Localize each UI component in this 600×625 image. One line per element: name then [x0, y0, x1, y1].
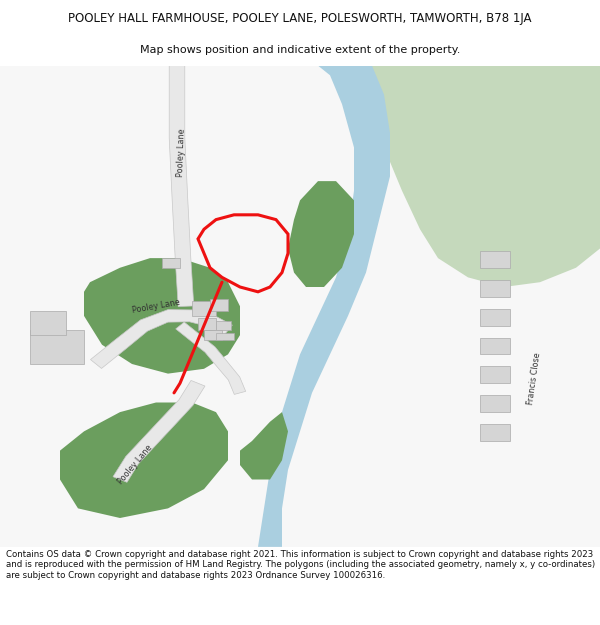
- Bar: [216, 332, 234, 340]
- Bar: [480, 251, 510, 268]
- Text: Pooley Lane: Pooley Lane: [116, 444, 154, 486]
- Polygon shape: [84, 258, 240, 374]
- Text: Pooley Lane: Pooley Lane: [131, 298, 181, 315]
- Polygon shape: [91, 309, 232, 368]
- Text: Map shows position and indicative extent of the property.: Map shows position and indicative extent…: [140, 45, 460, 55]
- Bar: [198, 318, 216, 330]
- Polygon shape: [60, 402, 228, 518]
- Text: POOLEY HALL FARMHOUSE, POOLEY LANE, POLESWORTH, TAMWORTH, B78 1JA: POOLEY HALL FARMHOUSE, POOLEY LANE, POLE…: [68, 12, 532, 25]
- Polygon shape: [348, 66, 600, 287]
- Bar: [216, 321, 231, 330]
- Bar: [192, 301, 216, 316]
- Bar: [480, 309, 510, 326]
- Bar: [204, 330, 222, 340]
- Text: Francis Close: Francis Close: [526, 352, 542, 405]
- Bar: [30, 311, 66, 335]
- Text: Contains OS data © Crown copyright and database right 2021. This information is : Contains OS data © Crown copyright and d…: [6, 550, 595, 580]
- Bar: [162, 258, 180, 268]
- Bar: [30, 330, 84, 364]
- Polygon shape: [240, 412, 288, 479]
- Bar: [480, 395, 510, 412]
- Polygon shape: [113, 381, 205, 482]
- Bar: [480, 366, 510, 383]
- Polygon shape: [176, 322, 245, 394]
- Polygon shape: [169, 66, 194, 306]
- Bar: [480, 338, 510, 354]
- Polygon shape: [288, 181, 354, 287]
- Bar: [480, 424, 510, 441]
- Polygon shape: [258, 66, 390, 547]
- Bar: [210, 299, 228, 311]
- Bar: [480, 280, 510, 297]
- Text: Pooley Lane: Pooley Lane: [176, 128, 187, 177]
